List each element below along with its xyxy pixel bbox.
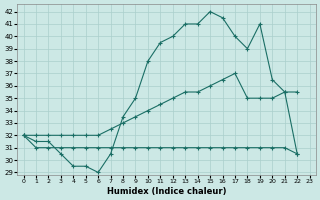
X-axis label: Humidex (Indice chaleur): Humidex (Indice chaleur) — [107, 187, 226, 196]
